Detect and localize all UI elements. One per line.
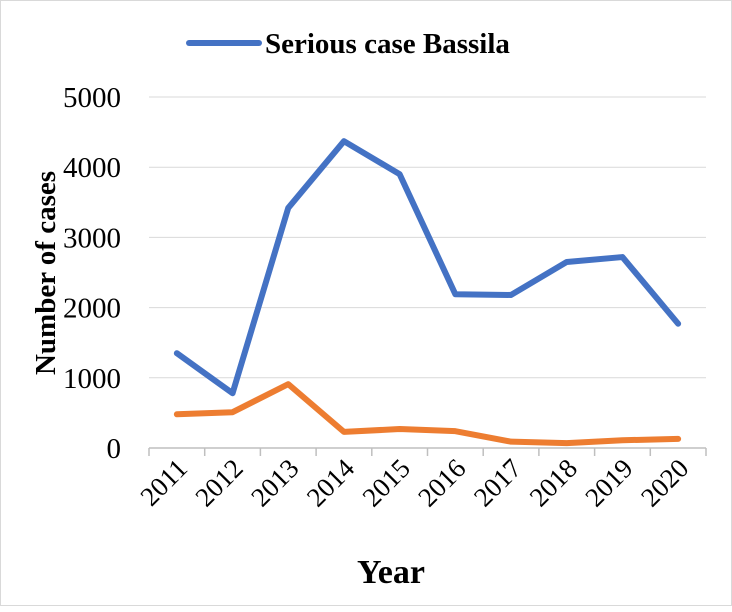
x-tick-label: 2020 (635, 453, 694, 512)
x-tick-label: 2014 (301, 453, 361, 513)
x-tick-label: 2018 (524, 453, 583, 512)
series-line-2 (177, 384, 678, 443)
x-tick-label: 2012 (189, 453, 248, 512)
x-tick-label: 2011 (134, 453, 193, 512)
x-tick-label: 2015 (356, 453, 415, 512)
x-tick-label: 2019 (579, 453, 638, 512)
x-tick-label: 2013 (245, 453, 304, 512)
y-tick-label: 2000 (63, 293, 121, 325)
y-axis-title: Number of cases (30, 171, 62, 375)
legend-label: Serious case Bassila (265, 28, 510, 60)
y-tick-label: 1000 (63, 363, 121, 395)
x-tick-label: 2017 (468, 453, 527, 512)
x-axis-title: Year (357, 554, 425, 591)
y-tick-label: 4000 (63, 152, 121, 184)
y-tick-label: 3000 (63, 222, 121, 254)
series-line-1 (177, 141, 678, 393)
y-tick-label: 0 (107, 433, 122, 465)
y-tick-label: 5000 (63, 82, 121, 114)
x-tick-label: 2016 (412, 453, 471, 512)
